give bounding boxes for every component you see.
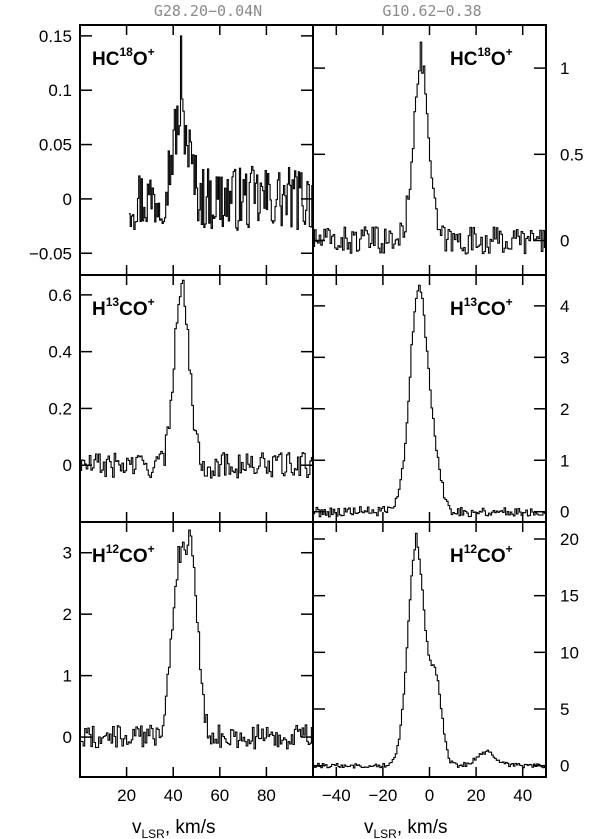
spectrum-trace [313,532,547,769]
panel-2: 0 0.5 1 HC18O+ [312,24,584,276]
y-tick-label: 0 [63,456,72,475]
spectrum-trace [80,529,314,750]
column-title-left: G28.20−0.04N [154,2,262,20]
x-tick-label: −40 [322,786,351,805]
panel-3: 0 0.2 0.4 0.6 H13CO+ [48,274,314,523]
svg-text:vLSR, km/s: vLSR, km/s [132,817,216,839]
molecule-label: HC18O+ [450,45,513,70]
molecule-label: HC18O+ [92,45,155,70]
panel-frame [79,521,314,778]
x-axis-label-left: vLSR, km/s [132,817,216,839]
x-tick-label: 20 [117,786,136,805]
y-tick-label: 0.6 [48,286,72,305]
panel-frame [312,274,547,523]
spectrum-trace [128,35,314,231]
y-tick-label: 20 [560,530,579,549]
panel-frame [312,521,547,778]
panel-6: 0 5 10 15 20 −40 −20 0 20 40 H12CO+ [312,521,579,805]
y-tick-label: 2 [560,400,569,419]
xlabel-sub: LSR [142,827,166,839]
spectrum-trace [313,284,547,518]
x-axis-label-right: vLSR, km/s [364,817,448,839]
y-tick-label: 3 [560,348,569,367]
svg-text:vLSR, km/s: vLSR, km/s [364,817,448,839]
y-tick-label: 0 [63,190,72,209]
molecule-label: H13CO+ [450,295,513,320]
x-tick-label: 20 [467,786,486,805]
y-tick-label: 0 [560,757,569,776]
x-tick-label: −20 [368,786,397,805]
y-tick-label: 0 [63,728,72,747]
y-tick-label: 4 [560,297,569,316]
y-tick-label: 0 [560,232,569,251]
spectrum-trace [80,279,314,479]
y-tick-label: 0.5 [560,145,584,164]
x-tick-label: 0 [425,786,434,805]
y-tick-label: 0.15 [39,27,72,46]
y-tick-label: 15 [560,587,579,606]
y-tick-label: 10 [560,643,579,662]
y-tick-label: 3 [63,544,72,563]
y-tick-label: 5 [560,700,569,719]
spectrum-trace [313,41,547,255]
y-tick-label: 0.1 [48,81,72,100]
xlabel-main: v [132,817,142,838]
panels-group: −0.05 0 0.05 0.1 0.15 HC18O+ 0 0.5 1 HC18O+ 0 0.2 0.… [29,24,584,805]
y-tick-label: 0.05 [39,136,72,155]
panel-5: 0 1 2 3 20 40 60 80 H12CO+ [63,521,314,805]
y-tick-label: 0.2 [48,399,72,418]
panel-4: 0 1 2 3 4 H13CO+ [312,274,569,523]
x-tick-label: 40 [164,786,183,805]
panel-frame [79,274,314,523]
y-tick-label: 0 [560,503,569,522]
y-tick-label: 2 [63,605,72,624]
xlabel-sub: LSR [374,827,398,839]
molecule-label: H13CO+ [92,295,155,320]
y-tick-label: 1 [560,59,569,78]
y-tick-label: −0.05 [29,244,72,263]
molecule-label: H12CO+ [92,542,155,567]
xlabel-rest: , km/s [165,817,216,838]
column-title-right: G10.62−0.38 [382,2,481,20]
y-tick-label: 0.4 [48,343,72,362]
molecule-label: H12CO+ [450,542,513,567]
x-tick-label: 40 [513,786,532,805]
x-tick-label: 60 [210,786,229,805]
x-tick-label: 80 [257,786,276,805]
y-tick-label: 1 [63,667,72,686]
xlabel-rest: , km/s [397,817,448,838]
y-tick-label: 1 [560,451,569,470]
xlabel-main: v [364,817,374,838]
panel-1: −0.05 0 0.05 0.1 0.15 HC18O+ [29,24,314,276]
